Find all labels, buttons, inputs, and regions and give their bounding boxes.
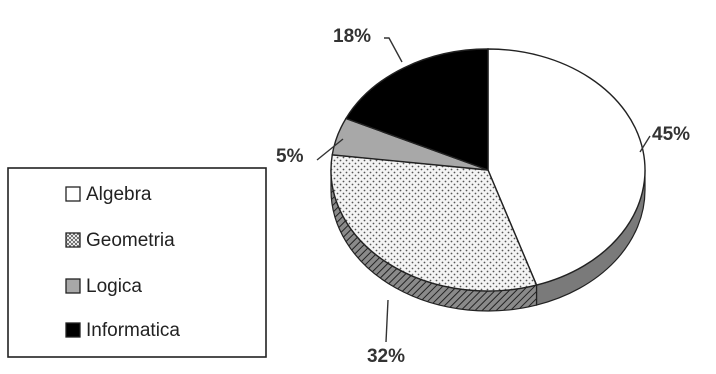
legend-swatch-algebra <box>65 186 81 202</box>
legend-label-logica: Logica <box>86 276 142 297</box>
leader-line-informatica <box>384 37 403 63</box>
pie-slice-algebra <box>487 48 646 286</box>
legend-swatch-logica <box>65 278 81 294</box>
legend-swatch-geometria <box>65 232 81 248</box>
slice-label-geometria: 32% <box>367 346 405 367</box>
leader-line-logica <box>316 138 344 161</box>
legend-label-geometria: Geometria <box>86 230 175 251</box>
slice-labels: 45% 32% 5% 18% <box>276 26 690 367</box>
pie-top <box>330 48 646 292</box>
slice-label-informatica: 18% <box>333 26 371 47</box>
legend-label-algebra: Algebra <box>86 184 152 205</box>
leader-lines <box>316 37 651 343</box>
slice-label-algebra: 45% <box>652 124 690 145</box>
legend: Algebra Geometria Logica Informatica <box>7 167 267 358</box>
pie-slice-geometria <box>330 154 538 292</box>
leader-line-geometria <box>385 299 389 343</box>
legend-label-informatica: Informatica <box>86 320 180 341</box>
slice-label-logica: 5% <box>276 146 304 167</box>
pie-slice-informatica <box>344 48 489 171</box>
legend-box <box>7 167 267 358</box>
leader-line-algebra <box>639 135 651 153</box>
legend-swatch-informatica <box>65 322 81 338</box>
